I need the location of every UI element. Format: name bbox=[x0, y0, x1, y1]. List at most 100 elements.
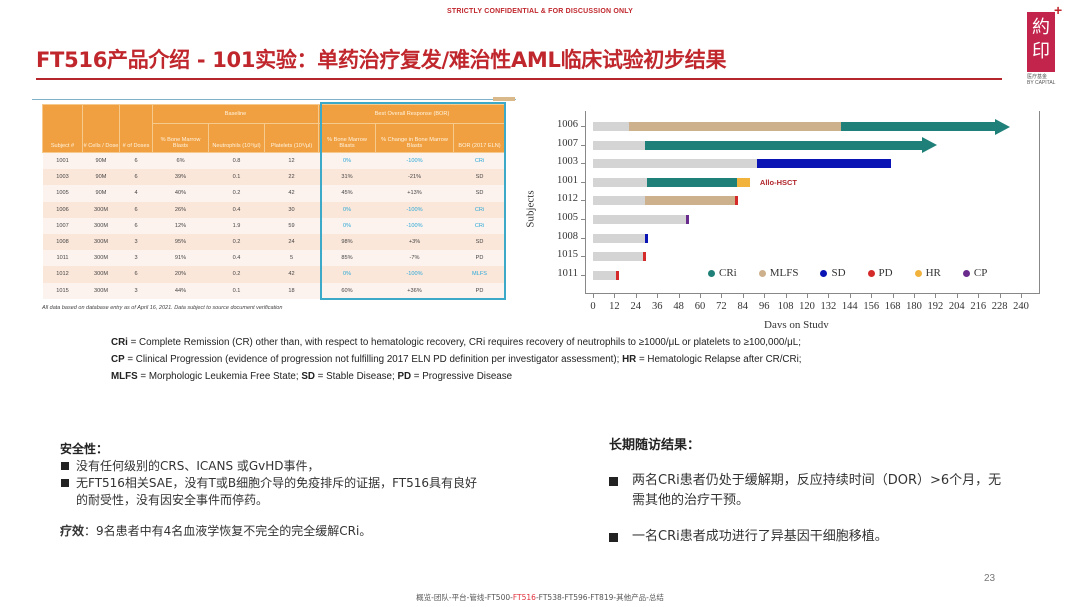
table-cell: 3 bbox=[119, 250, 153, 267]
safety-heading: 安全性： bbox=[60, 442, 109, 456]
definition-line: CRi = Complete Remission (CR) other than… bbox=[111, 337, 801, 348]
y-tick-mark bbox=[581, 256, 585, 258]
table-cell: 22 bbox=[264, 169, 319, 186]
x-tick-mark bbox=[614, 294, 616, 298]
table-cell: 45% bbox=[318, 185, 376, 202]
x-tick-mark bbox=[828, 294, 830, 298]
followup-bullet: 两名CRi患者仍处于缓解期，反应持续时间（DOR）>6个月，无需其他的治疗干预。 bbox=[609, 471, 1009, 511]
bor-table-body: 1001 90M 6 6% 0.8 12 0% -100% CRi 1003 90M 6 39% 0.1 2… bbox=[42, 152, 506, 299]
col-header: % Change in Bone Marrow Blasts bbox=[375, 123, 455, 153]
nav-separator: - bbox=[561, 593, 565, 602]
table-cell: +13% bbox=[375, 185, 454, 202]
table-cell: 60% bbox=[318, 282, 376, 299]
x-tick-mark bbox=[635, 294, 637, 298]
table-cell: 90M bbox=[82, 169, 120, 186]
col-header: BOR (2017 ELN) bbox=[453, 123, 507, 153]
bar-segment-1001 bbox=[646, 177, 738, 187]
nav-separator: - bbox=[484, 593, 488, 602]
page-title: FT516产品介绍 - 101实验：单药治疗复发/难治性AML临床试验初步结果 bbox=[36, 48, 727, 72]
table-cell: 0% bbox=[318, 201, 376, 218]
y-tick-mark bbox=[581, 219, 585, 220]
table-cell: SD bbox=[453, 233, 506, 251]
ongoing-arrow-icon bbox=[922, 137, 938, 154]
table-cell: 1006 bbox=[42, 201, 83, 218]
legend-dot-icon bbox=[758, 269, 766, 277]
table-cell: 0.2 bbox=[208, 233, 265, 251]
title-divider bbox=[36, 78, 1002, 80]
x-tick-label: 24 bbox=[630, 301, 642, 312]
footer-nav-item[interactable]: 平台 bbox=[451, 593, 467, 602]
legend-dot-icon bbox=[962, 269, 970, 277]
table-cell: 1012 bbox=[42, 266, 83, 283]
y-tick-mark bbox=[581, 200, 585, 202]
footer-nav-item[interactable]: FT819 bbox=[590, 593, 614, 602]
followup-heading: 长期随访结果： bbox=[609, 438, 701, 453]
footer-nav-item[interactable]: FT596 bbox=[564, 593, 588, 602]
x-tick-mark bbox=[700, 294, 701, 298]
nav-separator: - bbox=[613, 593, 617, 602]
nav-separator: - bbox=[466, 593, 470, 602]
footer-nav-item[interactable]: 概览 bbox=[416, 593, 432, 602]
legend-label: CP bbox=[973, 267, 988, 279]
x-tick-label: 108 bbox=[777, 301, 794, 312]
logo-plus-icon: + bbox=[1054, 2, 1063, 18]
x-tick-mark bbox=[956, 294, 958, 298]
table-cell: 40% bbox=[152, 185, 209, 202]
bor-highlight-top bbox=[320, 102, 506, 104]
allo-hsct-annotation: Allo-HSCT bbox=[759, 177, 798, 187]
bar-segment-1012 bbox=[644, 196, 736, 206]
table-footnote: All data based on database entry as of A… bbox=[42, 305, 283, 311]
bar-segment-1001 bbox=[737, 177, 750, 187]
table-cell: PD bbox=[453, 282, 506, 299]
nav-separator: - bbox=[510, 593, 513, 602]
table-cell: -100% bbox=[375, 266, 454, 283]
x-tick-label: 72 bbox=[716, 301, 727, 312]
col-header: Neutrophils (10⁹/μl) bbox=[208, 123, 265, 153]
legend-dot-icon bbox=[820, 269, 828, 277]
nav-separator: - bbox=[448, 593, 452, 602]
x-tick-label: 156 bbox=[863, 301, 880, 312]
x-tick-label: 180 bbox=[906, 301, 922, 312]
table-row: 1015 300M 3 44% 0.1 18 60% +36% PD bbox=[42, 282, 506, 299]
footer-nav-item[interactable]: 总结 bbox=[648, 593, 664, 602]
x-tick-mark bbox=[1021, 294, 1022, 298]
table-cell: -100% bbox=[375, 152, 454, 170]
footer-nav-item[interactable]: FT516 bbox=[512, 593, 536, 602]
table-cell: 0.4 bbox=[208, 201, 265, 218]
col-header: # Cells / Dose bbox=[82, 104, 120, 153]
table-cell: 300M bbox=[82, 201, 120, 218]
confidential-banner: STRICTLY CONFIDENTIAL & FOR DISCUSSION O… bbox=[447, 8, 633, 15]
x-tick-mark bbox=[849, 294, 851, 298]
y-tick-label: 1003 bbox=[557, 156, 578, 168]
x-tick-mark bbox=[978, 294, 980, 298]
bar-segment-1003 bbox=[593, 159, 758, 169]
x-tick-mark bbox=[785, 294, 787, 298]
x-tick-mark bbox=[764, 294, 766, 298]
bar-segment-1005 bbox=[593, 215, 686, 224]
footer-nav-item[interactable]: 团队 bbox=[433, 593, 449, 602]
footer-nav-item[interactable]: 管线 bbox=[469, 593, 485, 602]
legend-item-cri: CRi bbox=[708, 267, 737, 279]
table-cell: 39% bbox=[152, 169, 209, 186]
legend-dot-icon bbox=[914, 269, 922, 277]
table-cell: 300M bbox=[82, 282, 120, 299]
bar-segment-1015 bbox=[593, 252, 643, 262]
footer-nav-item[interactable]: FT538 bbox=[538, 593, 562, 602]
safety-bullet: 无FT516相关SAE，没有T或B细胞介导的免疫排斥的证据，FT516具有良好的… bbox=[60, 475, 480, 509]
legend-label: MLFS bbox=[769, 267, 799, 279]
table-cell: 42 bbox=[264, 185, 319, 202]
table-cell: 59 bbox=[264, 217, 319, 234]
square-bullet-icon bbox=[609, 533, 618, 542]
x-tick-label: 192 bbox=[927, 301, 944, 312]
x-tick-label: 36 bbox=[651, 301, 663, 312]
table-cell: -7% bbox=[375, 250, 454, 267]
table-cell: +3% bbox=[375, 233, 454, 251]
y-tick-label: 1011 bbox=[557, 267, 578, 279]
footer-nav-item[interactable]: FT500 bbox=[487, 593, 511, 602]
legend-label: SD bbox=[831, 267, 846, 279]
x-tick-label: 240 bbox=[1013, 301, 1029, 312]
table-cell: 30 bbox=[264, 201, 319, 218]
y-tick-mark bbox=[581, 163, 585, 165]
footer-nav-item[interactable]: 其他产品 bbox=[616, 593, 647, 602]
table-cell: 0.2 bbox=[208, 185, 265, 202]
